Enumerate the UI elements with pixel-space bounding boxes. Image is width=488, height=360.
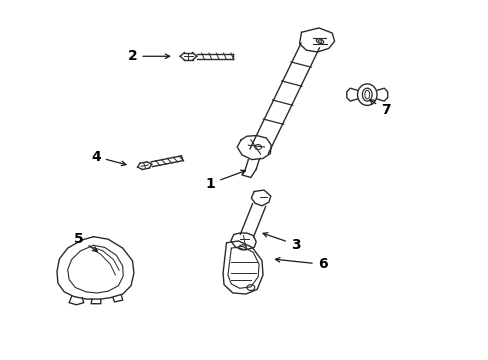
Ellipse shape: [316, 39, 323, 44]
Ellipse shape: [357, 84, 376, 105]
Ellipse shape: [238, 245, 246, 250]
Ellipse shape: [362, 88, 371, 101]
Text: 2: 2: [127, 49, 169, 63]
Ellipse shape: [246, 285, 254, 291]
Text: 3: 3: [263, 233, 300, 252]
Text: 5: 5: [74, 232, 97, 251]
Text: 6: 6: [275, 257, 326, 271]
Text: 1: 1: [205, 170, 245, 190]
Text: 4: 4: [91, 150, 126, 166]
Text: 7: 7: [369, 100, 390, 117]
